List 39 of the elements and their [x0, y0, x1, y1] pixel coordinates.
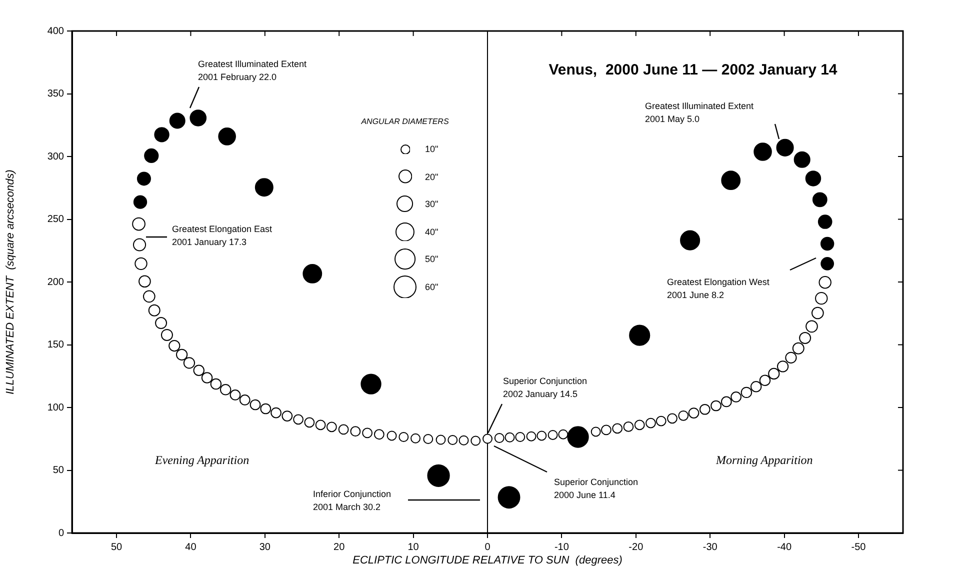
y-tick-label: 50 — [52, 465, 64, 476]
annotation: Greatest Elongation East 2001 January 17.3 — [172, 224, 273, 247]
y-tick-label: 250 — [47, 214, 64, 225]
x-axis-title: ECLIPTIC LONGITUDE RELATIVE TO SUN (degrees) — [352, 554, 623, 566]
legend-label: 10" — [425, 143, 438, 155]
y-tick-label: 350 — [47, 88, 64, 100]
legend-title: ANGULAR DIAMETERS — [360, 117, 450, 126]
annotation: Evening Apparition — [154, 453, 250, 468]
x-tick-label: 40 — [185, 542, 197, 553]
annotation: Greatest Illuminated Extent 2001 February 22.0 — [198, 58, 308, 82]
annotation: Superior Conjunction 2002 January 14.5 — [503, 376, 588, 399]
annotation: Superior Conjunction 2000 June 11.4 — [554, 476, 638, 500]
y-tick-label: 100 — [47, 402, 64, 414]
x-tick-label: -10 — [554, 542, 570, 553]
x-tick-label: 20 — [334, 542, 346, 553]
x-tick-label: 50 — [110, 542, 123, 553]
annotation: Inferior Conjunction 2001 March 30.2 — [313, 488, 392, 512]
x-tick-label: 10 — [408, 542, 420, 553]
x-tick-label: 0 — [484, 542, 491, 553]
x-tick-label: 30 — [259, 542, 271, 553]
legend-label: 50" — [425, 253, 438, 265]
legend-label: 60" — [425, 280, 438, 292]
x-tick-label: -50 — [851, 542, 866, 553]
x-tick-label: -40 — [777, 542, 792, 553]
y-tick-label: 300 — [47, 151, 64, 162]
legend-label: 20" — [425, 170, 438, 182]
y-tick-label: 0 — [58, 528, 64, 539]
x-tick-label: -20 — [628, 542, 644, 553]
x-tick-label: -30 — [702, 542, 718, 553]
y-tick-label: 400 — [47, 26, 64, 37]
y-tick-label: 150 — [47, 340, 64, 350]
annotation: Morning Apparition — [715, 453, 813, 468]
legend-label: 30" — [425, 198, 438, 210]
text: Venus, 2000 June 11 — 2002 January 14 — [548, 62, 838, 79]
annotation: Greatest Illuminated Extent 2001 May 5.0 — [645, 100, 754, 124]
y-tick-label: 200 — [47, 276, 64, 288]
annotation: Greatest Elongation West 2001 June 8.2 — [667, 276, 770, 300]
y-axis-title: ILLUMINATED EXTENT (square arcseconds) — [4, 169, 17, 394]
legend-label: 40" — [425, 226, 438, 238]
